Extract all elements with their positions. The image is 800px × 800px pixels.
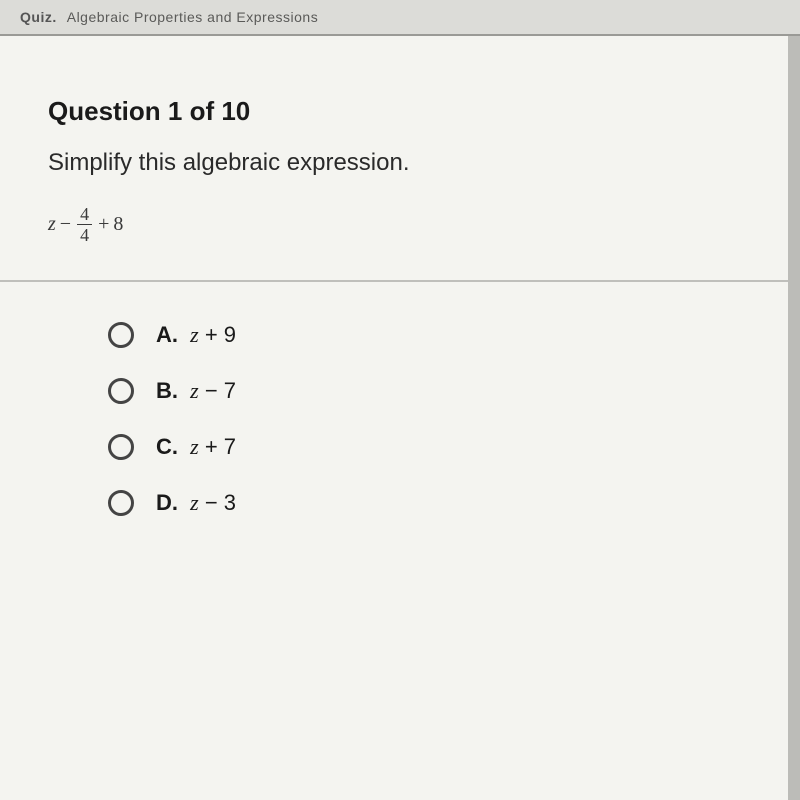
- question-page: Question 1 of 10 Simplify this algebraic…: [0, 36, 800, 800]
- opt-op: −: [205, 490, 218, 515]
- opt-var: z: [190, 434, 199, 459]
- quiz-title: Algebraic Properties and Expressions: [67, 9, 318, 25]
- opt-var: z: [190, 322, 199, 347]
- option-a[interactable]: A. z + 9: [108, 322, 740, 348]
- radio-a[interactable]: [108, 322, 134, 348]
- expr-plus: +: [98, 213, 109, 236]
- opt-var: z: [190, 490, 199, 515]
- expr-fraction: 4 4: [77, 205, 92, 244]
- frac-den: 4: [77, 224, 92, 244]
- expr-tail: 8: [113, 213, 123, 236]
- opt-letter: A.: [156, 322, 178, 347]
- opt-letter: B.: [156, 378, 178, 403]
- opt-op: +: [205, 322, 218, 347]
- radio-c[interactable]: [108, 434, 134, 460]
- option-d-label: D. z − 3: [156, 490, 236, 516]
- question-number: Question 1 of 10: [48, 96, 740, 127]
- quiz-prefix: Quiz.: [20, 9, 57, 25]
- radio-d[interactable]: [108, 490, 134, 516]
- opt-num: 7: [224, 434, 236, 459]
- frac-num: 4: [77, 205, 92, 224]
- opt-var: z: [190, 378, 199, 403]
- question-prompt: Simplify this algebraic expression.: [48, 149, 740, 177]
- option-c[interactable]: C. z + 7: [108, 434, 740, 460]
- section-divider: [0, 280, 788, 282]
- expr-var: z: [48, 213, 56, 236]
- radio-b[interactable]: [108, 378, 134, 404]
- opt-num: 9: [224, 322, 236, 347]
- option-a-label: A. z + 9: [156, 322, 236, 348]
- opt-num: 3: [224, 490, 236, 515]
- expr-minus: −: [60, 213, 71, 236]
- option-c-label: C. z + 7: [156, 434, 236, 460]
- option-d[interactable]: D. z − 3: [108, 490, 740, 516]
- opt-op: +: [205, 434, 218, 459]
- opt-letter: D.: [156, 490, 178, 515]
- opt-letter: C.: [156, 434, 178, 459]
- option-b-label: B. z − 7: [156, 378, 236, 404]
- opt-op: −: [205, 378, 218, 403]
- opt-num: 7: [224, 378, 236, 403]
- expression: z − 4 4 + 8: [48, 205, 740, 244]
- quiz-header: Quiz. Algebraic Properties and Expressio…: [0, 0, 800, 36]
- options-list: A. z + 9 B. z − 7 C. z + 7: [48, 322, 740, 516]
- option-b[interactable]: B. z − 7: [108, 378, 740, 404]
